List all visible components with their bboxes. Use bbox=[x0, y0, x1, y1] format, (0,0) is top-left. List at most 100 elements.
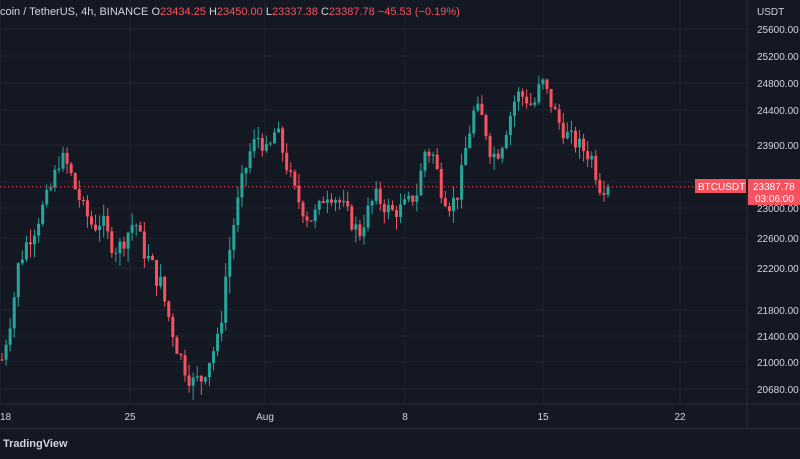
candle-body bbox=[175, 337, 179, 354]
candle-body bbox=[488, 136, 492, 158]
candle-body bbox=[138, 225, 142, 232]
tradingview-logo[interactable]: TradingView bbox=[3, 438, 68, 450]
candle-body bbox=[517, 91, 521, 102]
candle-body bbox=[191, 377, 195, 386]
price-tick-label: 20680.00 bbox=[757, 385, 799, 396]
candle-body bbox=[338, 200, 342, 203]
candle-body bbox=[431, 154, 435, 156]
time-axis[interactable]: 18 25 Aug 8 15 22 bbox=[0, 412, 686, 423]
legend-high-label: H bbox=[208, 6, 217, 18]
candle-body bbox=[159, 276, 163, 286]
candle-body bbox=[57, 168, 61, 170]
candle-body bbox=[354, 224, 358, 230]
candle-body bbox=[443, 198, 447, 207]
candle-body bbox=[378, 188, 382, 205]
candle-body bbox=[313, 209, 317, 222]
candle-body bbox=[476, 103, 480, 111]
candle-body bbox=[102, 215, 106, 226]
legend-high: 23450.00 bbox=[216, 6, 263, 18]
candle-body bbox=[281, 128, 285, 153]
candle-body bbox=[586, 151, 590, 160]
price-tick-label: 23000.00 bbox=[757, 204, 799, 215]
price-tick-label: 21400.00 bbox=[757, 332, 799, 343]
legend-low-label: L bbox=[265, 6, 272, 18]
candle-body bbox=[529, 103, 533, 105]
legend-close-label: C bbox=[320, 6, 329, 18]
candle-body bbox=[484, 115, 488, 137]
candle-body bbox=[65, 152, 69, 164]
price-tag bbox=[748, 179, 800, 205]
candle-body bbox=[480, 103, 484, 116]
candle-body bbox=[565, 132, 569, 139]
candle-body bbox=[211, 351, 215, 364]
candle-body bbox=[114, 252, 118, 254]
price-axis[interactable]: 20680.00 21000.00 21400.00 21800.00 22200.00… bbox=[757, 25, 799, 396]
chart-legend: coin / TetherUS, 4h, BINANCE O23434.25 H… bbox=[0, 6, 460, 18]
candle-body bbox=[342, 200, 346, 203]
candle-body bbox=[285, 152, 289, 171]
candle-body bbox=[264, 143, 268, 151]
candle-body bbox=[155, 259, 159, 286]
candle-body bbox=[427, 151, 431, 156]
candle-body bbox=[228, 249, 232, 277]
candle-body bbox=[460, 165, 464, 200]
candle-body bbox=[216, 333, 220, 352]
legend-symbol: coin / TetherUS, 4h, BINANCE bbox=[0, 6, 149, 18]
candle-body bbox=[81, 200, 85, 202]
price-axis-unit: USDT bbox=[757, 7, 784, 18]
candle-body bbox=[411, 195, 415, 202]
candle-body bbox=[374, 188, 378, 202]
candle-body bbox=[545, 79, 549, 89]
candle-body bbox=[199, 375, 203, 382]
price-tick-label: 23900.00 bbox=[757, 141, 799, 152]
candle-body bbox=[573, 130, 577, 148]
candle-body bbox=[179, 353, 183, 356]
candle-body bbox=[8, 328, 12, 345]
legend-close: 23387.78 bbox=[328, 6, 375, 18]
candle-body bbox=[33, 235, 37, 245]
candle-body bbox=[504, 135, 508, 149]
candle-body bbox=[126, 232, 130, 249]
candle-body bbox=[305, 216, 309, 221]
candle-body bbox=[512, 101, 516, 116]
candle-body bbox=[602, 192, 606, 195]
candle-body bbox=[468, 133, 472, 148]
candle-body bbox=[277, 128, 281, 133]
candle-body bbox=[110, 231, 114, 253]
price-tag-countdown: 03:06:00 bbox=[755, 194, 794, 205]
candle-body bbox=[77, 189, 81, 201]
ticker-tag-label: BTCUSDT bbox=[698, 182, 745, 193]
candle-body bbox=[24, 242, 28, 260]
candle-body bbox=[508, 115, 512, 136]
candle-body bbox=[85, 200, 89, 217]
candle-body bbox=[390, 204, 394, 211]
candle-body bbox=[419, 170, 423, 196]
candle-body bbox=[183, 355, 187, 376]
candle-body bbox=[73, 173, 77, 190]
candle-body bbox=[106, 215, 110, 232]
candle-body bbox=[329, 199, 333, 203]
candle-body bbox=[456, 197, 460, 200]
time-tick-label: 8 bbox=[402, 412, 408, 423]
candle-body bbox=[220, 322, 224, 334]
candle-body bbox=[49, 187, 53, 190]
candle-body bbox=[20, 259, 24, 264]
ticker-tag bbox=[695, 179, 746, 193]
candle-body bbox=[0, 359, 4, 361]
candle-body bbox=[187, 375, 191, 386]
candle-body bbox=[334, 200, 338, 203]
candle-body bbox=[451, 197, 455, 212]
candle-body bbox=[122, 241, 126, 249]
candle-body bbox=[240, 173, 244, 198]
candle-body bbox=[150, 255, 154, 260]
candle-body bbox=[395, 210, 399, 218]
candle-body bbox=[606, 186, 610, 195]
candle-body bbox=[37, 223, 41, 236]
time-tick-label: 15 bbox=[537, 412, 549, 423]
candle-body bbox=[415, 195, 419, 202]
candle-body bbox=[236, 197, 240, 226]
legend-open: 23434.25 bbox=[160, 6, 206, 18]
candle-body bbox=[382, 204, 386, 213]
legend-low: 23337.38 bbox=[271, 6, 318, 18]
